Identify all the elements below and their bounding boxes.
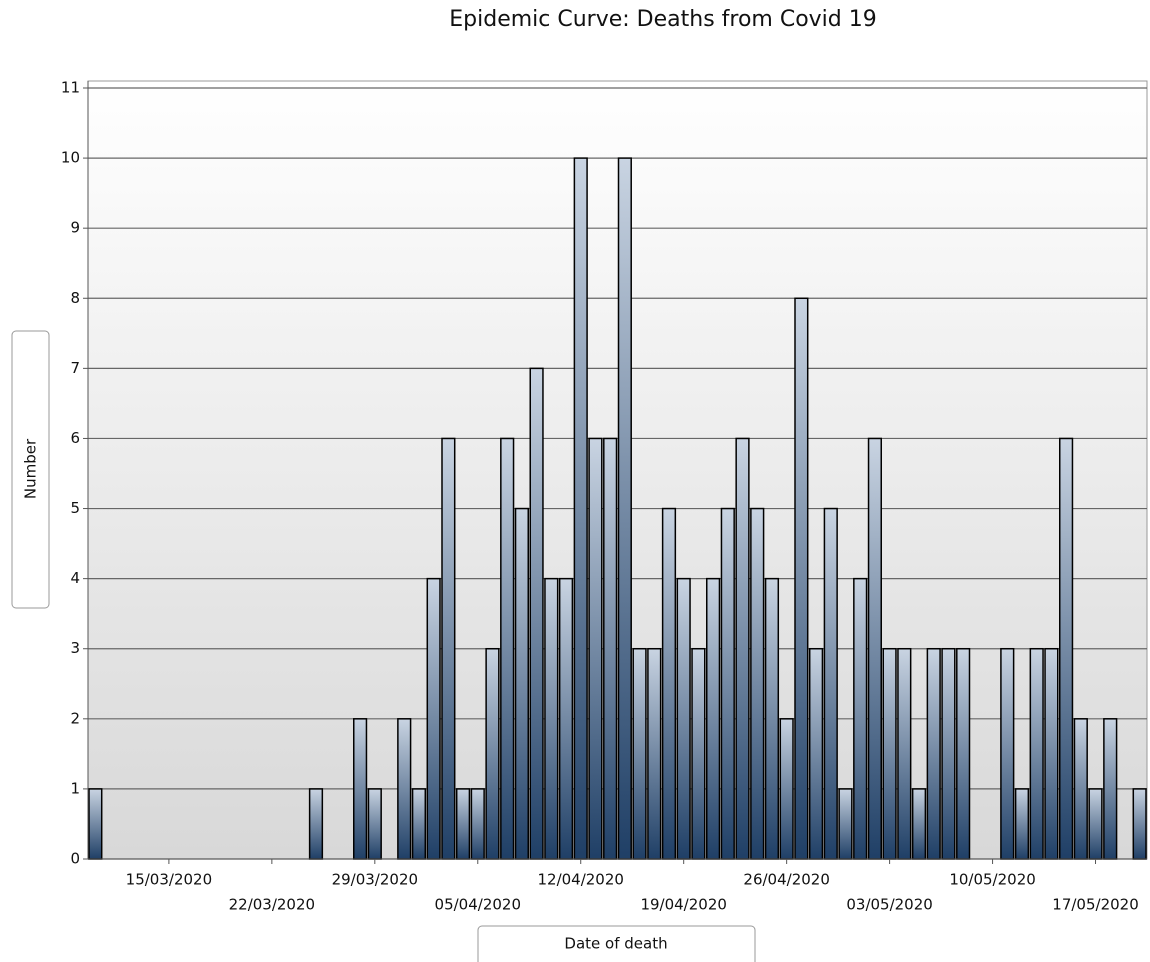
bar [1029,647,1044,860]
x-tick-label: 15/03/2020 [126,871,212,889]
y-label-box [11,330,50,609]
bar [956,647,971,860]
bar [411,788,427,860]
bar [573,157,588,860]
bar [1088,788,1103,860]
bar [632,647,647,860]
bar [1073,718,1088,860]
bar [882,647,897,860]
bar [808,647,824,860]
x-tick-label: 12/04/2020 [537,871,623,889]
y-tick-label: 2 [70,709,80,727]
bar [353,718,368,860]
bar [529,367,544,860]
bar [308,788,324,860]
y-axis-label: Number [22,438,40,499]
bar [867,437,883,860]
bar [1014,788,1030,860]
bar [88,788,103,860]
bar [779,718,794,860]
bar [1132,788,1147,860]
bar [676,577,691,860]
bar [853,577,868,860]
bar [926,647,941,860]
y-tick-label: 10 [61,149,80,167]
x-label-box [477,925,756,962]
bar [1044,647,1059,860]
x-axis-label: Date of death [564,935,667,953]
x-tick-label: 05/04/2020 [435,896,521,914]
y-tick-label: 4 [70,569,80,587]
bar [514,507,530,860]
y-tick-label: 1 [70,779,80,797]
bar [720,507,735,860]
bar [764,577,780,860]
x-tick-label: 17/05/2020 [1052,896,1138,914]
bar [1103,718,1118,860]
bar [647,647,662,860]
x-tick-label: 22/03/2020 [229,896,315,914]
x-tick-label: 10/05/2020 [949,871,1035,889]
bar [911,788,927,860]
bar [617,157,632,860]
x-tick-label: 19/04/2020 [640,896,726,914]
bar [544,577,559,860]
bar [441,437,456,860]
bar [794,297,809,860]
bar [603,437,618,860]
y-tick-label: 11 [61,79,80,97]
bar [735,437,750,860]
bar [750,507,765,860]
y-tick-label: 7 [70,359,80,377]
bar [397,718,412,860]
plot-area [87,80,1148,860]
bar [661,507,677,860]
bar [485,647,500,860]
bar [941,647,956,860]
bar [588,437,603,860]
bar [897,647,912,860]
bar [455,788,471,860]
x-tick-label: 26/04/2020 [743,871,829,889]
bar [558,577,574,860]
bar [1000,647,1015,860]
bar [470,788,485,860]
bar [691,647,706,860]
bar [500,437,515,860]
y-tick-label: 0 [70,850,80,868]
x-tick-label: 03/05/2020 [846,896,932,914]
chart-title: Epidemic Curve: Deaths from Covid 19 [449,7,877,32]
y-tick-label: 6 [70,429,80,447]
y-tick-label: 5 [70,499,80,517]
bar [367,788,382,860]
y-tick-label: 3 [70,639,80,657]
bar [706,577,721,860]
bar [838,788,853,860]
bar [426,577,441,860]
y-tick-label: 8 [70,289,80,307]
bar [1059,437,1074,860]
y-tick-label: 9 [70,219,80,237]
bar [823,507,838,860]
x-tick-label: 29/03/2020 [332,871,418,889]
